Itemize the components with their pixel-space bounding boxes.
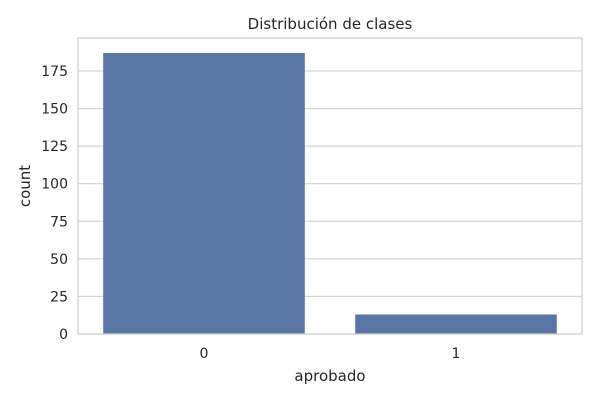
bars xyxy=(103,53,557,334)
bar-0 xyxy=(103,53,305,334)
y-axis-label: count xyxy=(16,165,34,207)
y-axis-ticks: 0 25 50 75 100 125 150 175 xyxy=(41,64,68,343)
y-tick-label: 125 xyxy=(41,139,68,155)
y-tick-label: 175 xyxy=(41,64,68,80)
y-tick-label: 75 xyxy=(50,214,68,230)
y-tick-label: 50 xyxy=(50,252,68,268)
y-tick-label: 150 xyxy=(41,102,68,118)
x-tick-label: 1 xyxy=(452,346,461,362)
bar-1 xyxy=(355,314,557,334)
y-tick-label: 25 xyxy=(50,289,68,305)
y-tick-label: 100 xyxy=(41,177,68,193)
chart-title: Distribución de clases xyxy=(248,15,413,33)
plot-frame xyxy=(77,37,583,335)
x-axis-label: aprobado xyxy=(294,367,365,385)
x-tick-label: 0 xyxy=(200,346,209,362)
y-tick-label: 0 xyxy=(59,327,68,343)
